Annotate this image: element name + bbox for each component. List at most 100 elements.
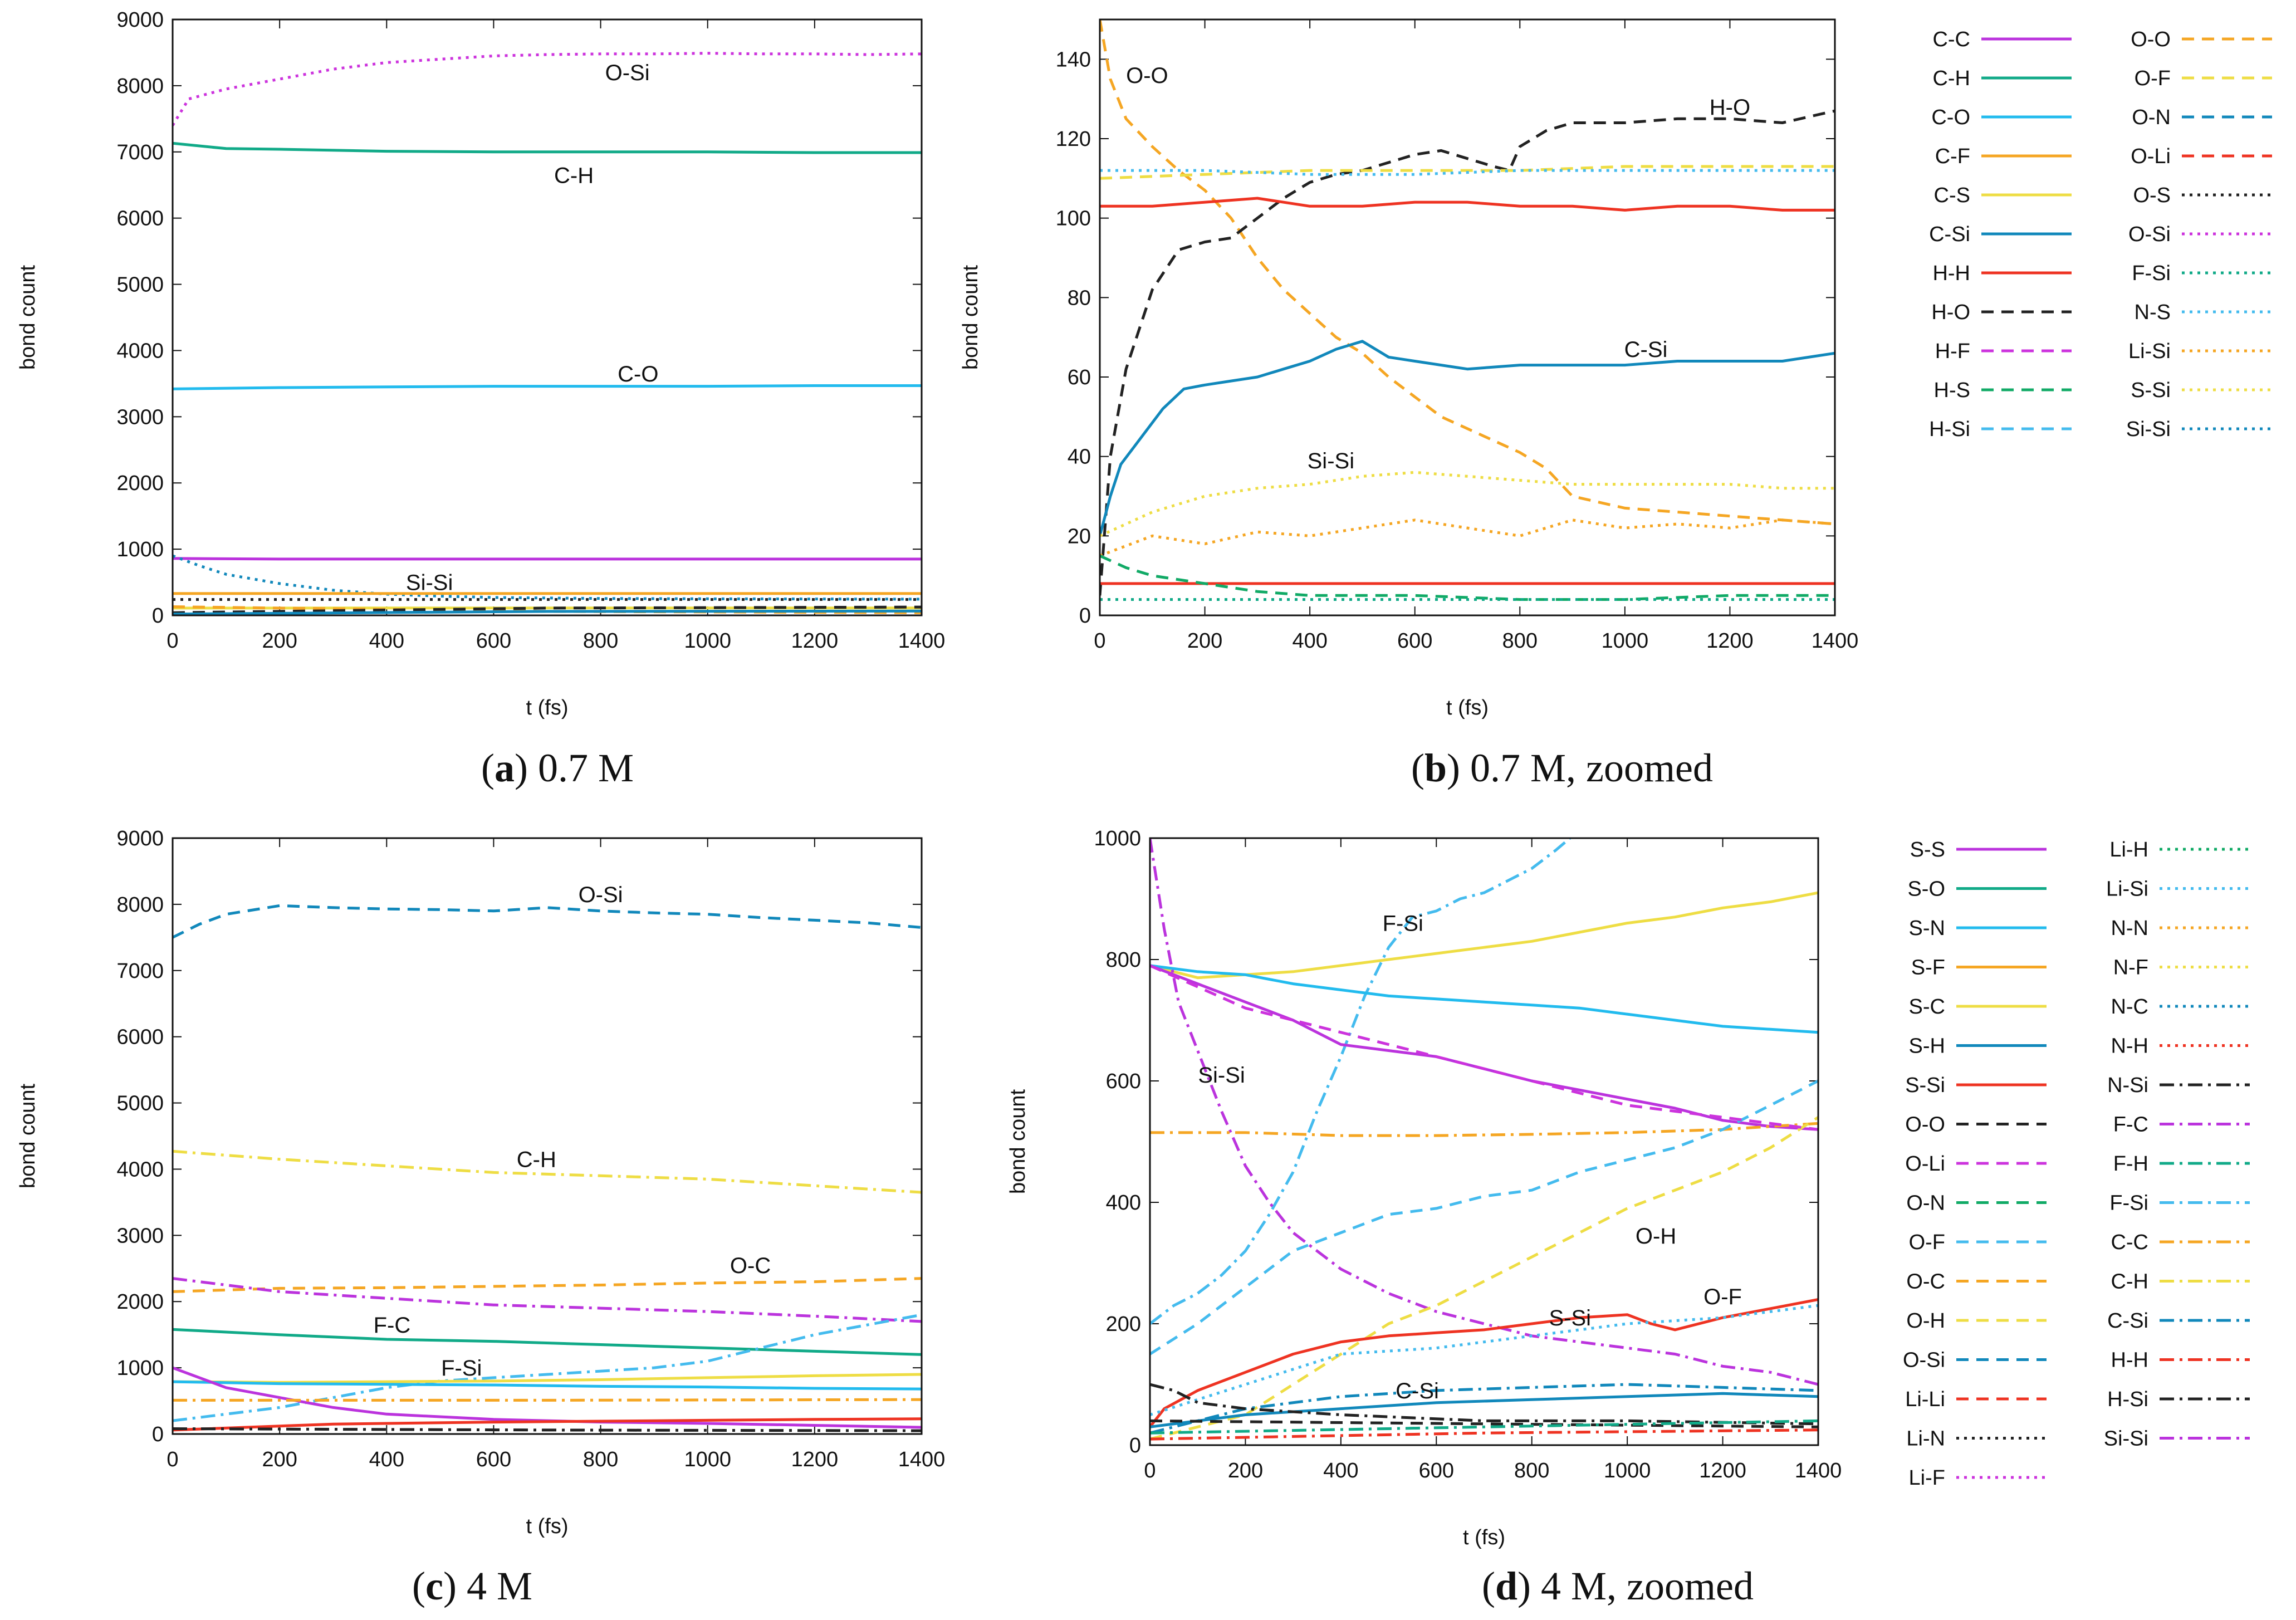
panel-b-caption: (b) 0.7 M, zoomed xyxy=(1411,746,1713,790)
panel-a-annotation: Si-Si xyxy=(406,571,453,595)
panel-b-series-group xyxy=(1100,19,1835,601)
panel-a-ylabel: bond count xyxy=(16,265,40,370)
panel-c-caption-close: ) xyxy=(443,1564,457,1608)
panel-a-ytick-label: 4000 xyxy=(116,339,164,363)
panel-b-ytick-label: 140 xyxy=(1056,48,1091,71)
panel-d-legend-label-si-si: Si-Si xyxy=(2104,1427,2148,1451)
panel-d-annotation: O-F xyxy=(1703,1285,1742,1309)
panel-b-legend-label-h-si: H-Si xyxy=(1929,418,1970,441)
panel-d-legend-label-s-s: S-S xyxy=(1910,838,1945,862)
panel-a-series-h-o xyxy=(173,605,922,614)
panel-d-ytick-label: 800 xyxy=(1106,948,1141,972)
panel-c-ytick-label: 7000 xyxy=(116,960,164,983)
panel-d-legend-label-f-h: F-H xyxy=(2113,1152,2148,1176)
panel-b-annotation: O-O xyxy=(1126,63,1168,88)
panel-d-legend-label-o-n: O-N xyxy=(1906,1192,1945,1215)
panel-c-annotation: C-H xyxy=(517,1148,556,1172)
panel-c-xtick-label: 800 xyxy=(583,1448,618,1471)
panel-b-legend-label-c-s: C-S xyxy=(1934,184,1970,207)
panel-b-legend-label-s-si: S-Si xyxy=(2131,379,2171,402)
panel-d-legend-label-s-n: S-N xyxy=(1909,917,1945,940)
panel-b-legend-label-f-si: F-Si xyxy=(2132,262,2171,285)
panel-d-xtick-label: 600 xyxy=(1419,1459,1454,1482)
panel-c-ytick-label: 2000 xyxy=(116,1290,164,1314)
panel-c-ylabel: bond count xyxy=(16,1084,40,1188)
panel-b-legend-label-si-si: Si-Si xyxy=(2126,418,2171,441)
panel-a-ytick-label: 7000 xyxy=(116,141,164,164)
panel-c-xtick-label: 0 xyxy=(167,1448,178,1471)
panel-c-ytick-label: 5000 xyxy=(116,1092,164,1115)
panel-a-series-o-si xyxy=(173,52,922,126)
panel-a: 0 200 400 600 800 1000 1200 1400 0 1000 2000 3000 40… xyxy=(16,8,945,790)
panel-c-xtick-label: 600 xyxy=(476,1448,511,1471)
panel-c-caption: (c) 4 M xyxy=(412,1564,532,1608)
panel-c-xtick-label: 1200 xyxy=(791,1448,839,1471)
panel-d-legend-label-li-h: Li-H xyxy=(2109,838,2148,862)
panel-c-caption-text: 4 M xyxy=(457,1564,532,1608)
panel-d-legend-label-li-f: Li-F xyxy=(1909,1466,1945,1490)
panel-b-annotation: C-Si xyxy=(1624,337,1668,362)
panel-b-legend: C-C C-H C-O C-F C-S C-Si H-H H-O H-F H-S H-Si O-O O-… xyxy=(1929,28,2272,441)
panel-d-legend-label-li-si: Li-Si xyxy=(2106,878,2148,901)
panel-c-annotation: F-Si xyxy=(441,1356,482,1381)
panel-d-legend-label-s-f: S-F xyxy=(1911,956,1945,980)
panel-c-series-s-o xyxy=(173,1328,922,1356)
panel-d-xtick-label: 1200 xyxy=(1699,1459,1746,1482)
panel-d-annotation: S-Si xyxy=(1549,1306,1591,1330)
panel-d-xtick-label: 1000 xyxy=(1604,1459,1651,1482)
panel-a-ytick-label: 0 xyxy=(152,604,164,628)
panel-d-ytick-label: 600 xyxy=(1106,1070,1141,1093)
panel-d-ytick-label: 400 xyxy=(1106,1191,1141,1215)
panel-d-legend-label-o-h: O-H xyxy=(1906,1309,1945,1333)
panel-d-annotation: Si-Si xyxy=(1198,1063,1245,1088)
panel-c-series-c-h xyxy=(173,1149,922,1194)
panel-a-series-c-si xyxy=(173,609,922,615)
panel-a-series-group xyxy=(173,52,922,615)
panel-d-series-s-s xyxy=(1150,964,1818,1131)
panel-c-ytick-label: 4000 xyxy=(116,1158,164,1181)
panel-d-series-h-h xyxy=(1150,1428,1818,1441)
panel-d-ytick-label: 1000 xyxy=(1094,827,1141,850)
panel-d-legend-label-s-h: S-H xyxy=(1909,1035,1945,1058)
panel-d-legend-label-f-c: F-C xyxy=(2113,1113,2148,1137)
panel-c-ytick-label: 9000 xyxy=(116,827,164,850)
panel-d-caption: (d) 4 M, zoomed xyxy=(1482,1564,1754,1608)
panel-d-xtick-label: 0 xyxy=(1144,1459,1156,1482)
panel-b-legend-label-o-n: O-N xyxy=(2132,106,2171,129)
panel-b-annotation: Si-Si xyxy=(1308,449,1354,473)
panel-b-series-o-li xyxy=(1100,197,1835,212)
panel-b-legend-label-li-si: Li-Si xyxy=(2128,340,2171,363)
panel-d-legend-label-n-f: N-F xyxy=(2113,956,2148,980)
panel-b-xtick-label: 600 xyxy=(1397,629,1432,653)
panel-a-xtick-label: 400 xyxy=(369,629,404,653)
panel-b-ytick-label: 20 xyxy=(1068,525,1091,548)
panel-b-xtick-label: 800 xyxy=(1502,629,1538,653)
panel-d-series-group xyxy=(1150,838,1818,1441)
panel-a-xtick-label: 200 xyxy=(262,629,297,653)
panel-c-series-n-f xyxy=(173,1398,922,1402)
panel-d-series-o-o xyxy=(1150,1419,1818,1428)
panel-b-caption-open: ( xyxy=(1411,746,1424,790)
panel-d-series-o-li xyxy=(1150,964,1818,1131)
panel-a-ytick-label: 1000 xyxy=(116,538,164,561)
panel-c-frame xyxy=(172,837,923,1435)
panel-d-series-s-c xyxy=(1150,891,1818,980)
panel-c-annotation: F-C xyxy=(374,1313,411,1338)
panel-d-series-h-si xyxy=(1150,1383,1818,1426)
panel-d-series-s-si xyxy=(1150,1298,1818,1428)
panel-c-xlabel: t (fs) xyxy=(526,1515,569,1538)
panel-b-legend-label-o-f: O-F xyxy=(2135,67,2171,90)
panel-a-ytick-label: 3000 xyxy=(116,405,164,429)
panel-b-xtick-label: 0 xyxy=(1094,629,1105,653)
panel-a-xtick-label: 800 xyxy=(583,629,618,653)
panel-c-ytick-label: 0 xyxy=(152,1423,164,1446)
panel-d-ytick-label: 200 xyxy=(1106,1313,1141,1336)
panel-d-series-o-h xyxy=(1150,1116,1818,1441)
panel-d-legend-label-li-n: Li-N xyxy=(1906,1427,1945,1451)
panel-b-legend-label-n-s: N-S xyxy=(2135,301,2171,324)
panel-b-legend-label-c-o: C-O xyxy=(1931,106,1970,129)
panel-b-series-s-si xyxy=(1100,471,1835,537)
panel-b-ytick-label: 80 xyxy=(1068,286,1091,310)
panel-d-legend-label-o-c: O-C xyxy=(1906,1270,1945,1294)
panel-a-xtick-label: 0 xyxy=(167,629,178,653)
